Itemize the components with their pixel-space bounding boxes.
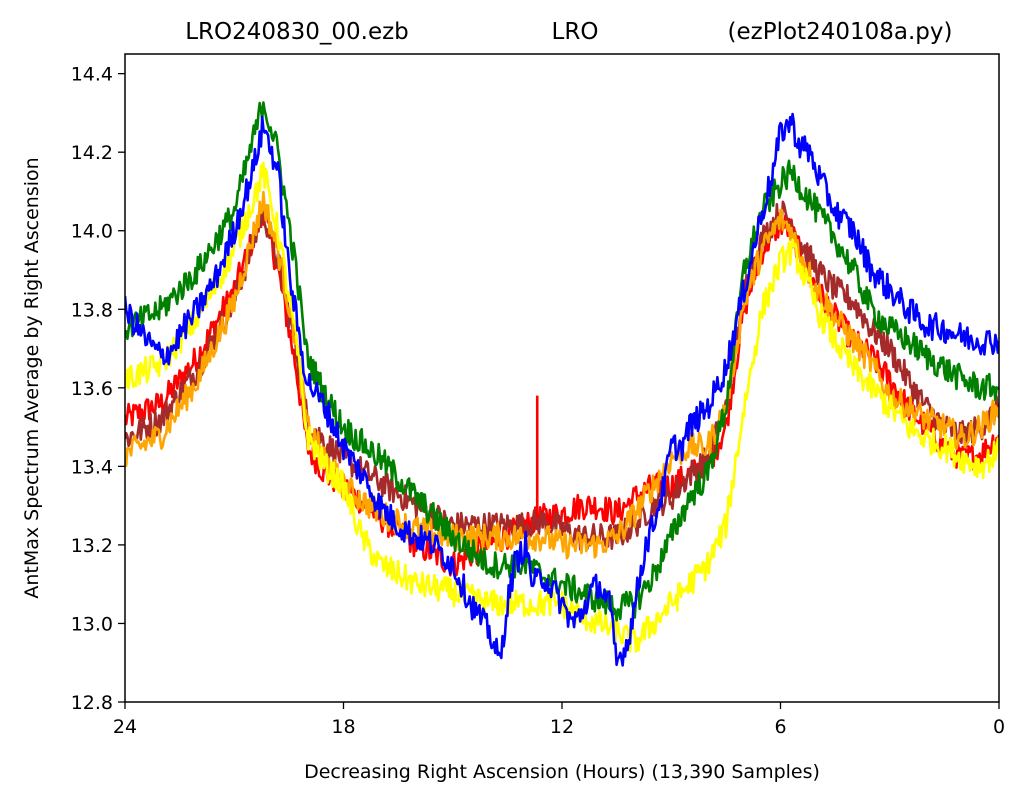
y-tick-label: 14.4 (71, 64, 113, 86)
y-tick-label: 14.0 (71, 221, 113, 243)
series-layer (125, 101, 999, 667)
y-tick-label: 13.0 (71, 613, 113, 635)
series-line-5 (125, 101, 999, 622)
series-line-4 (125, 161, 999, 653)
chart-title-right: (ezPlot240108a.py) (728, 19, 953, 45)
chart-title-left: LRO240830_00.ezb (185, 19, 409, 45)
y-tick-label: 12.8 (71, 692, 113, 714)
series-line-6 (125, 112, 999, 667)
y-tick-label: 13.8 (71, 299, 113, 321)
y-tick-label: 13.6 (71, 378, 113, 400)
y-tick-label: 13.4 (71, 456, 113, 478)
x-tick-label: 18 (331, 716, 355, 738)
chart-title-center: LRO (552, 19, 599, 45)
x-tick-label: 24 (113, 716, 137, 738)
x-tick-label: 0 (993, 716, 1005, 738)
y-tick-label: 14.2 (71, 142, 113, 164)
series-line-3 (125, 190, 999, 560)
x-tick-label: 6 (774, 716, 786, 738)
x-tick-label: 12 (550, 716, 574, 738)
x-axis: 24 18 12 6 0 (113, 702, 1005, 738)
x-axis-label: Decreasing Right Ascension (Hours) (13,3… (304, 761, 820, 783)
y-axis: 12.8 13.0 13.2 13.4 13.6 13.8 14.0 14.2 14.4 (71, 64, 125, 714)
y-axis-label: AntMax Spectrum Average by Right Ascensi… (21, 157, 43, 598)
y-tick-label: 13.2 (71, 535, 113, 557)
